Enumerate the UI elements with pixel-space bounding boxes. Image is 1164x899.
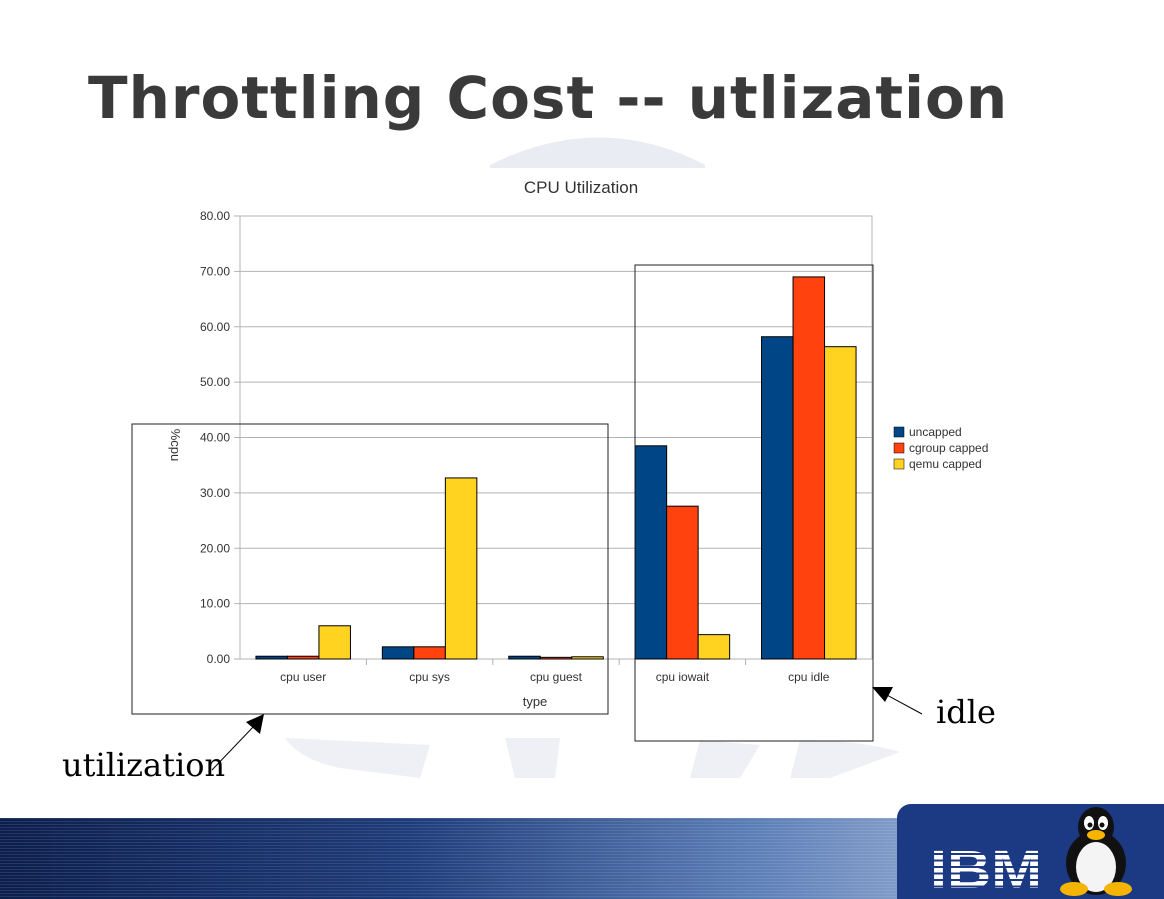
legend: uncapped cgroup capped qemu capped [893,425,988,471]
utilization-arrow [211,724,256,771]
bar-cpu-iowait-uncapped [634,445,668,660]
legend-swatch [893,442,905,454]
legend-entry: qemu capped [909,457,982,471]
x-axis-label: type [523,694,548,709]
y-tick-label: 20.00 [200,541,230,555]
y-tick-label: 30.00 [200,486,230,500]
bar-cpu-user-uncapped [255,655,288,660]
bar-cpu-sys-cgroup-capped [413,646,446,660]
idle-annotation: idle [936,693,996,731]
y-tick-label: 0.00 [207,652,231,666]
ibm-logo: IBM [930,842,1042,894]
bar-cpu-idle-qemu-capped [824,346,857,660]
idle-highlight-box [634,264,874,742]
bar-cpu-idle-cgroup-capped [792,276,826,660]
idle-arrowhead [872,687,893,702]
legend-entry: uncapped [909,425,962,439]
bar-cpu-sys-qemu-capped [444,477,478,660]
bar-cpu-guest-qemu-capped [571,656,604,660]
utilization-arrowhead [246,714,264,734]
bar-cpu-iowait-cgroup-capped [666,505,699,660]
bar-cpu-iowait-qemu-capped [697,634,731,660]
bar-cpu-sys-uncapped [381,646,415,660]
y-tick-label: 60.00 [200,320,230,334]
y-tick-label: 10.00 [200,597,230,611]
legend-swatch [893,458,905,470]
x-tick-label: cpu guest [530,670,583,684]
utilization-highlight-box [131,423,609,715]
bar-cpu-guest-uncapped [508,655,541,660]
legend-swatch [893,426,905,438]
bar-cpu-idle-uncapped [761,336,794,660]
idle-arrow [884,693,923,715]
x-tick-label: cpu iowait [656,670,710,684]
x-tick-label: cpu user [280,670,326,684]
y-axis-label: %cpu [168,429,183,462]
y-tick-label: 50.00 [200,375,230,389]
chart-title: CPU Utilization [524,178,638,197]
bar-cpu-guest-cgroup-capped [539,656,573,660]
x-tick-label: cpu idle [788,670,830,684]
utilization-annotation: utilization [62,746,226,784]
bar-cpu-user-qemu-capped [318,625,351,660]
y-tick-label: 40.00 [200,431,230,445]
svg-text:IBM: IBM [930,842,1042,894]
page-title: Throttling Cost -- utlization [88,64,1009,132]
y-tick-label: 70.00 [200,264,230,278]
y-tick-label: 80.00 [200,209,230,223]
bar-cpu-user-cgroup-capped [286,655,320,660]
x-tick-label: cpu sys [409,670,450,684]
legend-entry: cgroup capped [909,441,988,455]
tux-penguin-icon [1060,807,1132,896]
